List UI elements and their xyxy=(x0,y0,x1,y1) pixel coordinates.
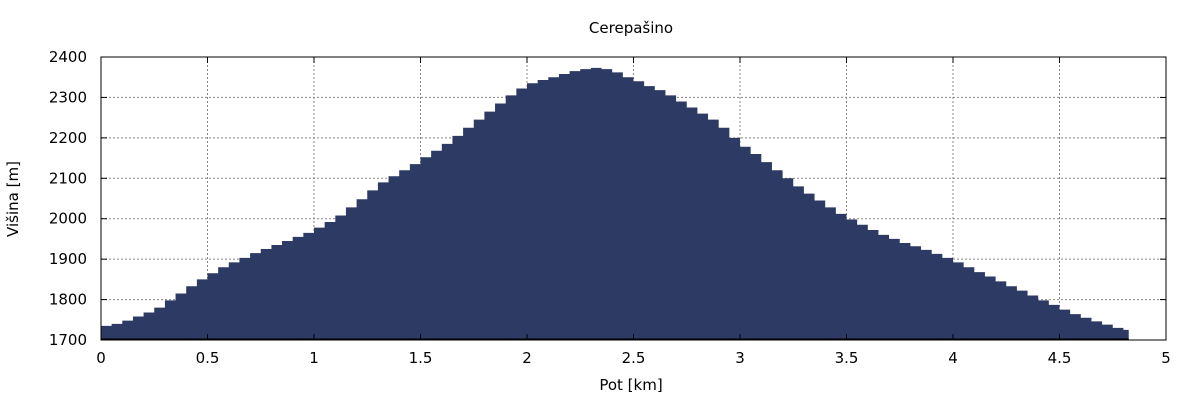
y-tick-label: 1900 xyxy=(49,250,87,268)
x-tick-label: 4.5 xyxy=(1048,349,1072,367)
y-tick-label: 1700 xyxy=(49,331,87,349)
y-tick-label: 2400 xyxy=(49,48,87,66)
y-tick-label: 1800 xyxy=(49,291,87,309)
x-tick-label: 3 xyxy=(735,349,745,367)
x-axis-label: Pot [km] xyxy=(599,376,662,394)
x-axis-ticks: 0 0.5 1 1.5 2 2.5 3 3.5 4 4.5 5 xyxy=(96,57,1171,367)
x-tick-label: 3.5 xyxy=(835,349,859,367)
y-tick-label: 2000 xyxy=(49,210,87,228)
data-area xyxy=(101,67,1129,341)
y-axis-ticks: 1700 1800 1900 2000 2100 2200 2300 2400 xyxy=(49,48,1166,349)
x-tick-label: 2.5 xyxy=(622,349,646,367)
y-tick-label: 2200 xyxy=(49,129,87,147)
x-tick-label: 1 xyxy=(309,349,319,367)
x-tick-label: 1.5 xyxy=(409,349,433,367)
x-tick-label: 5 xyxy=(1161,349,1171,367)
x-tick-label: 0 xyxy=(96,349,106,367)
x-tick-label: 0.5 xyxy=(196,349,220,367)
x-tick-label: 4 xyxy=(948,349,958,367)
chart-title: Cerepašino xyxy=(589,19,673,37)
elevation-area xyxy=(101,67,1129,340)
y-axis-label: Višina [m] xyxy=(4,161,22,237)
y-tick-label: 2100 xyxy=(49,169,87,187)
x-tick-label: 2 xyxy=(522,349,532,367)
y-tick-label: 2300 xyxy=(49,88,87,106)
